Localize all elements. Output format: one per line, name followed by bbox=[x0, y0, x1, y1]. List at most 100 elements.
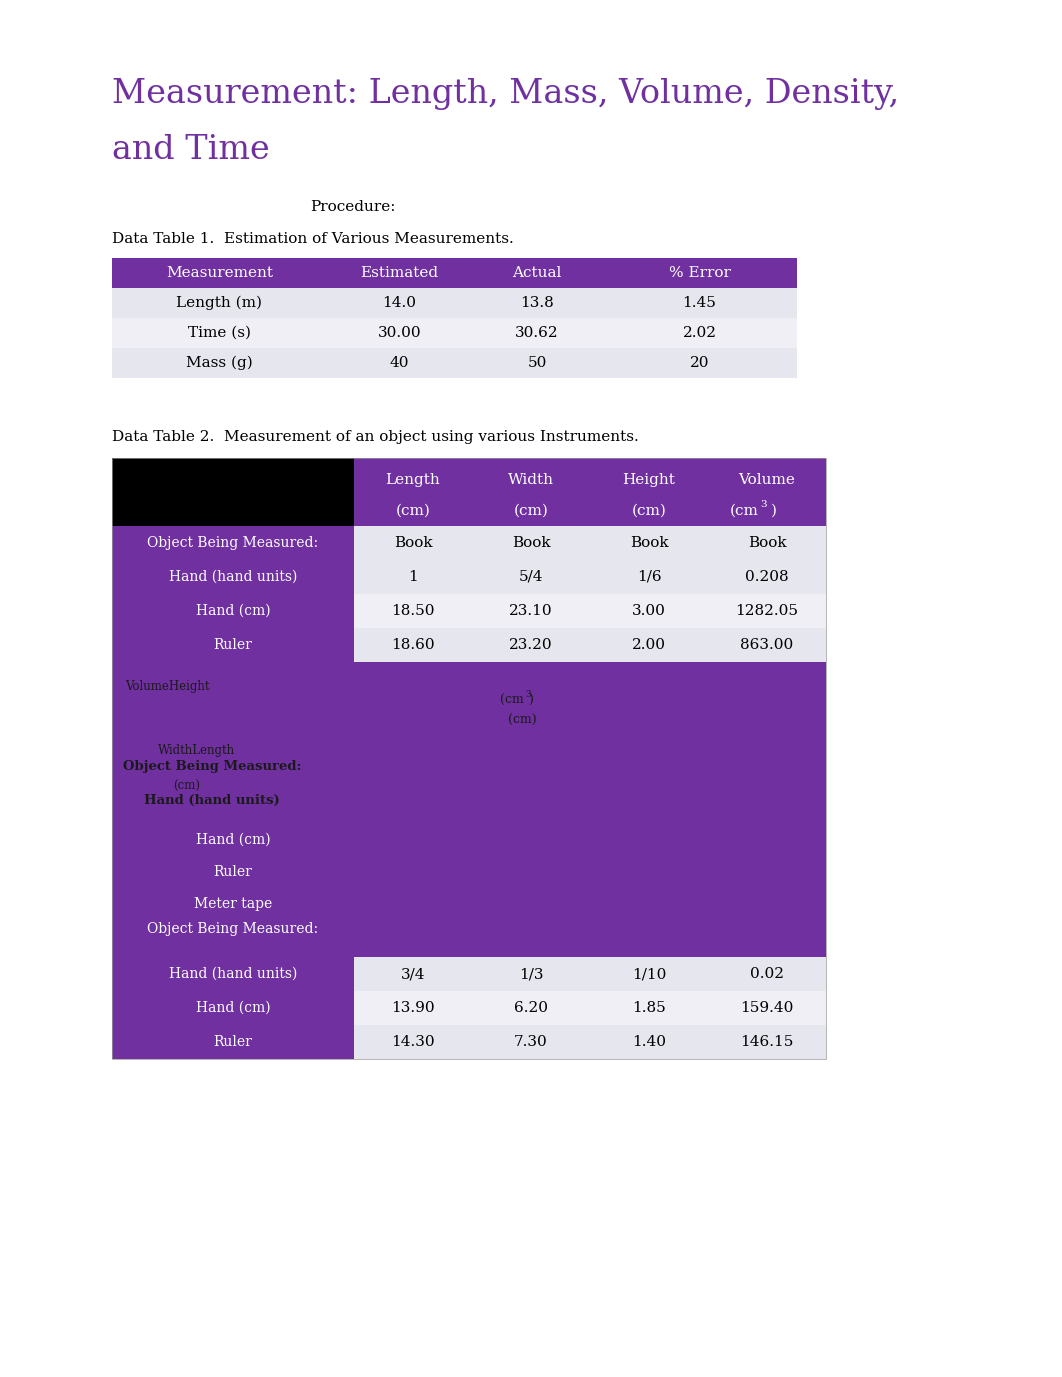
Bar bbox=[590, 459, 708, 526]
Text: ): ) bbox=[528, 694, 533, 706]
Bar bbox=[354, 459, 472, 526]
Bar bbox=[112, 459, 354, 526]
Text: 30.62: 30.62 bbox=[515, 326, 559, 340]
Text: 0.208: 0.208 bbox=[746, 570, 789, 584]
Text: Height: Height bbox=[622, 474, 675, 487]
Bar bbox=[472, 526, 590, 560]
Bar bbox=[354, 526, 472, 560]
Text: Measurement: Length, Mass, Volume, Density,: Measurement: Length, Mass, Volume, Densi… bbox=[112, 78, 900, 110]
Text: ): ) bbox=[771, 504, 777, 518]
Text: 3: 3 bbox=[525, 690, 531, 700]
Text: Ruler: Ruler bbox=[213, 638, 253, 651]
Text: 20: 20 bbox=[689, 357, 709, 370]
Text: 1.40: 1.40 bbox=[632, 1036, 666, 1049]
Text: Length: Length bbox=[386, 474, 441, 487]
Text: 50: 50 bbox=[528, 357, 547, 370]
Text: Hand (hand units): Hand (hand units) bbox=[144, 795, 280, 807]
Bar bbox=[472, 459, 590, 526]
Text: 7.30: 7.30 bbox=[514, 1036, 548, 1049]
Bar bbox=[708, 560, 826, 593]
Text: Meter tape: Meter tape bbox=[194, 896, 272, 912]
Text: 14.0: 14.0 bbox=[382, 296, 416, 310]
Bar bbox=[112, 526, 354, 560]
Bar bbox=[708, 1024, 826, 1059]
Text: Procedure:: Procedure: bbox=[310, 200, 395, 213]
Bar bbox=[472, 957, 590, 991]
Text: 1282.05: 1282.05 bbox=[736, 605, 799, 618]
Text: 30.00: 30.00 bbox=[378, 326, 422, 340]
Text: 5/4: 5/4 bbox=[518, 570, 544, 584]
Text: 23.10: 23.10 bbox=[509, 605, 553, 618]
Bar bbox=[354, 593, 472, 628]
Text: 18.60: 18.60 bbox=[391, 638, 434, 651]
Bar bbox=[354, 957, 472, 991]
Bar bbox=[708, 991, 826, 1024]
Text: Hand (hand units): Hand (hand units) bbox=[169, 570, 297, 584]
Text: 863.00: 863.00 bbox=[740, 638, 793, 651]
Text: Hand (cm): Hand (cm) bbox=[195, 833, 271, 847]
Text: VolumeHeight: VolumeHeight bbox=[124, 680, 209, 693]
Text: 14.30: 14.30 bbox=[391, 1036, 434, 1049]
Text: Ruler: Ruler bbox=[213, 865, 253, 879]
Bar bbox=[708, 593, 826, 628]
Bar bbox=[472, 593, 590, 628]
Text: 1/10: 1/10 bbox=[632, 967, 666, 980]
Bar bbox=[590, 526, 708, 560]
Bar bbox=[112, 288, 796, 318]
Text: 3/4: 3/4 bbox=[400, 967, 425, 980]
Text: Volume: Volume bbox=[738, 474, 795, 487]
Text: 1/3: 1/3 bbox=[518, 967, 544, 980]
Text: Width: Width bbox=[508, 474, 554, 487]
Text: Measurement: Measurement bbox=[166, 266, 273, 280]
Bar bbox=[472, 560, 590, 593]
Text: Object Being Measured:: Object Being Measured: bbox=[148, 536, 319, 549]
Bar bbox=[112, 628, 354, 662]
Text: Ruler: Ruler bbox=[213, 1036, 253, 1049]
Text: 18.50: 18.50 bbox=[391, 605, 434, 618]
Text: Hand (hand units): Hand (hand units) bbox=[169, 967, 297, 980]
Bar bbox=[708, 628, 826, 662]
Text: 146.15: 146.15 bbox=[740, 1036, 793, 1049]
Bar bbox=[112, 1024, 354, 1059]
Bar bbox=[590, 628, 708, 662]
Bar bbox=[112, 662, 826, 957]
Bar bbox=[112, 560, 354, 593]
Bar bbox=[112, 257, 796, 288]
Bar bbox=[590, 957, 708, 991]
Text: (cm): (cm) bbox=[632, 504, 667, 518]
Text: (cm): (cm) bbox=[514, 504, 548, 518]
Text: Length (m): Length (m) bbox=[176, 296, 262, 310]
Bar bbox=[472, 628, 590, 662]
Text: 3.00: 3.00 bbox=[632, 605, 666, 618]
Bar bbox=[708, 526, 826, 560]
Text: 40: 40 bbox=[390, 357, 409, 370]
Text: Hand (cm): Hand (cm) bbox=[195, 1001, 271, 1015]
Text: (cm: (cm bbox=[731, 504, 759, 518]
Text: 6.20: 6.20 bbox=[514, 1001, 548, 1015]
Text: (cm): (cm) bbox=[508, 715, 536, 727]
Bar bbox=[354, 991, 472, 1024]
Text: 13.90: 13.90 bbox=[391, 1001, 434, 1015]
Text: 1.85: 1.85 bbox=[632, 1001, 666, 1015]
Text: Time (s): Time (s) bbox=[188, 326, 251, 340]
Bar bbox=[708, 957, 826, 991]
Text: (cm: (cm bbox=[500, 694, 524, 706]
Bar bbox=[354, 628, 472, 662]
Text: Data Table 2.  Measurement of an object using various Instruments.: Data Table 2. Measurement of an object u… bbox=[112, 430, 638, 443]
Bar bbox=[354, 1024, 472, 1059]
Text: (cm): (cm) bbox=[395, 504, 430, 518]
Bar bbox=[112, 318, 796, 348]
Bar bbox=[112, 593, 354, 628]
Text: 1/6: 1/6 bbox=[637, 570, 662, 584]
Bar bbox=[112, 957, 354, 991]
Text: 1: 1 bbox=[408, 570, 417, 584]
Bar bbox=[590, 560, 708, 593]
Bar bbox=[708, 459, 826, 526]
Text: 2.00: 2.00 bbox=[632, 638, 666, 651]
Text: 23.20: 23.20 bbox=[509, 638, 553, 651]
Bar bbox=[472, 1024, 590, 1059]
Bar bbox=[590, 1024, 708, 1059]
Bar bbox=[472, 991, 590, 1024]
Bar bbox=[112, 348, 796, 379]
Text: 0.02: 0.02 bbox=[750, 967, 784, 980]
